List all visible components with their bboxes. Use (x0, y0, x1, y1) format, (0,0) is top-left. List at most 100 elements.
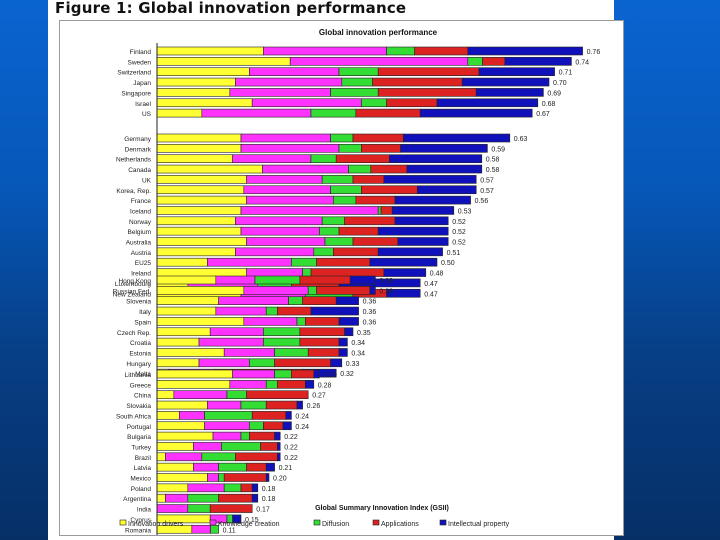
bar-segment-intellectual-property (338, 348, 348, 357)
bar-segment-diffusion (338, 67, 379, 77)
bar-segment-knowledge-creation (243, 185, 331, 195)
bar-segment-innovation-drivers (156, 195, 247, 205)
total-value-label: 0.26 (307, 403, 321, 410)
total-value-label: 0.39 (379, 278, 393, 285)
country-label: South Africa (116, 413, 151, 420)
total-value-label: 0.36 (363, 299, 377, 306)
total-value-label: 0.24 (295, 413, 309, 420)
total-value-label: 0.63 (514, 136, 528, 143)
country-label: Iceland (130, 208, 151, 215)
country-label: Argentina (123, 496, 151, 503)
total-value-label: 0.22 (284, 444, 298, 451)
bar-segment-diffusion (333, 195, 357, 205)
bar-segment-innovation-drivers (156, 442, 194, 451)
total-value-label: 0.58 (486, 157, 500, 164)
bar-segment-knowledge-creation (215, 306, 267, 316)
country-label: Portugal (127, 424, 152, 431)
bar-segment-intellectual-property (377, 226, 449, 236)
bar-segment-applications (265, 400, 298, 410)
bar-segment-applications (344, 216, 396, 226)
country-label: Norway (129, 219, 152, 226)
bar-segment-diffusion (348, 164, 372, 174)
bar-segment-innovation-drivers (156, 369, 233, 379)
bar-segment-knowledge-creation (218, 296, 289, 306)
total-value-label: 0.36 (363, 309, 377, 316)
country-label: EU25 (135, 260, 152, 267)
bar-segment-innovation-drivers (156, 247, 236, 257)
bar-segment-applications (361, 185, 418, 195)
bar-segment-diffusion (240, 400, 267, 410)
bar-segment-intellectual-property (419, 108, 533, 118)
bar-segment-knowledge-creation (232, 369, 275, 379)
bar-segment-diffusion (310, 108, 357, 118)
bar-segment-applications (370, 164, 408, 174)
bar-segment-diffusion (330, 88, 379, 97)
bar-segment-applications (377, 67, 480, 77)
bar-segment-knowledge-creation (212, 431, 242, 441)
total-value-label: 0.57 (480, 188, 494, 195)
bar-segment-innovation-drivers (156, 216, 236, 226)
bar-segment-knowledge-creation (235, 77, 343, 87)
bar-segment-innovation-drivers (156, 268, 247, 277)
bar-segment-applications (355, 195, 396, 205)
bar-segment-diffusion (296, 317, 306, 326)
bar-segment-diffusion (218, 473, 225, 482)
country-label: Romania (125, 527, 151, 534)
bar-segment-knowledge-creation (193, 442, 222, 451)
bar-segment-diffusion (321, 175, 354, 184)
bar-segment-diffusion (319, 226, 340, 236)
bar-segment-diffusion (307, 286, 317, 295)
bar-segment-knowledge-creation (232, 154, 312, 163)
bar-segment-knowledge-creation (246, 195, 334, 205)
bar-segment-intellectual-property (277, 452, 281, 462)
total-value-label: 0.22 (284, 455, 298, 462)
legend-label: Intellectual property (448, 521, 510, 528)
bar-segment-innovation-drivers (156, 226, 242, 236)
total-value-label: 0.70 (553, 80, 567, 87)
bar-segment-knowledge-creation (229, 88, 331, 97)
bar-segment-diffusion (330, 185, 362, 195)
bar-segment-intellectual-property (338, 337, 348, 347)
total-value-label: 0.47 (424, 281, 438, 288)
legend-label: Knowledge creation (218, 521, 280, 528)
country-label: Switzerland (117, 70, 151, 77)
country-label: Slovenia (126, 299, 151, 306)
bar-segment-innovation-drivers (156, 400, 208, 410)
total-value-label: 0.17 (256, 507, 270, 514)
bar-segment-intellectual-property (377, 247, 443, 257)
bar-segment-innovation-drivers (156, 493, 166, 503)
country-label: Singapore (121, 90, 151, 97)
bar-segment-diffusion (263, 337, 301, 347)
total-value-label: 0.52 (452, 219, 466, 226)
bar-segment-diffusion (265, 306, 278, 316)
bar-segment-applications (246, 390, 309, 400)
bar-segment-knowledge-creation (209, 327, 264, 337)
bar-segment-innovation-drivers (156, 185, 245, 195)
bar-segment-knowledge-creation (173, 390, 228, 400)
bar-segment-innovation-drivers (156, 358, 200, 368)
bar-segment-innovation-drivers (156, 327, 211, 337)
total-value-label: 0.28 (318, 382, 332, 389)
bar-segment-innovation-drivers (156, 98, 253, 108)
bar-segment-intellectual-property (313, 369, 320, 379)
country-label: Greece (130, 382, 152, 389)
bar-segment-applications (299, 275, 351, 285)
bar-segment-innovation-drivers (156, 380, 231, 389)
bar-segment-innovation-drivers (156, 390, 175, 400)
bar-segment-innovation-drivers (156, 411, 180, 420)
bar-segment-innovation-drivers (156, 175, 247, 184)
country-label: Latvia (134, 465, 152, 472)
bar-segment-diffusion (223, 483, 242, 493)
bar-segment-innovation-drivers (156, 257, 208, 267)
bar-segment-intellectual-property (478, 67, 555, 77)
bar-segment-intellectual-property (277, 442, 281, 451)
bar-segment-innovation-drivers (156, 133, 242, 143)
bar-segment-innovation-drivers (156, 237, 247, 246)
bar-segment-applications (307, 348, 340, 357)
bar-segment-knowledge-creation (156, 504, 189, 513)
bar-segment-applications (386, 98, 438, 108)
country-label: Belgium (128, 229, 151, 236)
total-value-label: 0.51 (447, 250, 461, 257)
country-label: Spain (134, 319, 151, 326)
country-label: Finland (130, 49, 152, 56)
